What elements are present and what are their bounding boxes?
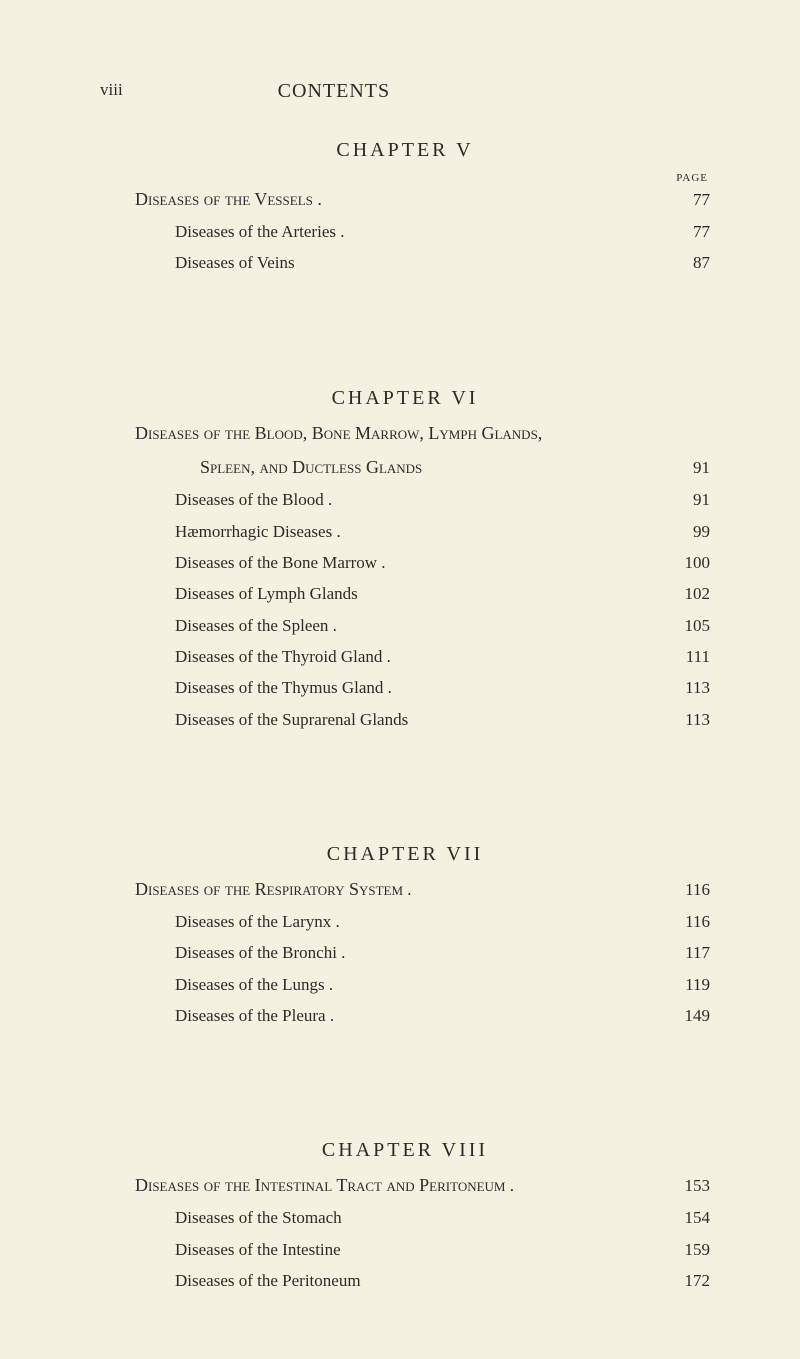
toc-entry: Diseases of the Vessels . 77	[100, 186, 710, 214]
toc-entry-text: Diseases of the Thymus Gland .	[100, 675, 392, 701]
page-label: PAGE	[100, 172, 710, 184]
toc-entry-text: Diseases of Lymph Glands	[100, 581, 358, 607]
toc-entry-text: Diseases of Veins	[100, 250, 295, 276]
toc-entry: Diseases of the Stomach 154	[100, 1205, 710, 1231]
toc-entry-page: 159	[675, 1237, 710, 1263]
toc-entry-page: 153	[675, 1173, 710, 1199]
toc-entry-page: 87	[675, 250, 710, 276]
chapter-title: CHAPTER VIII	[100, 1139, 710, 1162]
toc-entry-page: 113	[675, 707, 710, 733]
toc-entry-text: Hæmorrhagic Diseases .	[100, 519, 341, 545]
toc-entry: Diseases of the Suprarenal Glands 113	[100, 707, 710, 733]
toc-entry: Diseases of the Bronchi . 117	[100, 940, 710, 966]
chapter-title: CHAPTER VII	[100, 843, 710, 866]
toc-entry-page: 116	[675, 877, 710, 903]
toc-entry-page: 119	[675, 972, 710, 998]
toc-entry-page: 100	[675, 550, 710, 576]
toc-entry: Diseases of the Peritoneum 172	[100, 1268, 710, 1294]
toc-entry-page: 77	[675, 219, 710, 245]
page-container: viii CONTENTS CHAPTER V PAGE Diseases of t…	[0, 0, 800, 1359]
toc-entry-text: Diseases of the Larynx .	[100, 909, 340, 935]
toc-entry: Diseases of the Thyroid Gland . 111	[100, 644, 710, 670]
toc-entry-page: 105	[675, 613, 710, 639]
toc-entry: Diseases of Lymph Glands 102	[100, 581, 710, 607]
toc-entry-page: 116	[675, 909, 710, 935]
toc-entry: Diseases of the Arteries . 77	[100, 219, 710, 245]
page-header: viii CONTENTS	[100, 80, 710, 103]
toc-entry-page: 111	[675, 644, 710, 670]
toc-entry-text: Diseases of the Suprarenal Glands	[100, 707, 408, 733]
section-gap	[100, 282, 710, 337]
toc-entry-page: 102	[675, 581, 710, 607]
toc-entry-text: Diseases of the Intestinal Tract and Per…	[100, 1172, 514, 1200]
toc-entry: Diseases of the Thymus Gland . 113	[100, 675, 710, 701]
toc-entry-text: Diseases of the Blood .	[100, 487, 332, 513]
toc-entry-text: Diseases of the Vessels .	[100, 186, 322, 214]
toc-entry-text: Diseases of the Arteries .	[100, 219, 344, 245]
toc-entry: Diseases of the Lungs . 119	[100, 972, 710, 998]
toc-entry-text: Diseases of the Bone Marrow .	[100, 550, 386, 576]
toc-entry: Diseases of the Intestinal Tract and Per…	[100, 1172, 710, 1200]
toc-entry-page: 113	[675, 675, 710, 701]
toc-entry-text: Diseases of the Blood, Bone Marrow, Lymp…	[100, 420, 542, 448]
toc-entry-text: Diseases of the Stomach	[100, 1205, 342, 1231]
toc-entry: Diseases of the Larynx . 116	[100, 909, 710, 935]
toc-entry-page: 91	[675, 487, 710, 513]
toc-entry: Diseases of the Blood, Bone Marrow, Lymp…	[100, 420, 710, 448]
toc-entry-text: Diseases of the Respiratory System .	[100, 876, 412, 904]
toc-entry: Diseases of the Intestine 159	[100, 1237, 710, 1263]
toc-entry-text: Diseases of the Lungs .	[100, 972, 333, 998]
toc-entry: Diseases of Veins 87	[100, 250, 710, 276]
toc-entry-text: Diseases of the Intestine	[100, 1237, 341, 1263]
toc-entry: Diseases of the Bone Marrow . 100	[100, 550, 710, 576]
toc-entry: Diseases of the Blood . 91	[100, 487, 710, 513]
chapters-container: CHAPTER V PAGE Diseases of the Vessels . 77…	[100, 139, 710, 1294]
toc-entry-page: 117	[675, 940, 710, 966]
toc-entry-text: Diseases of the Spleen .	[100, 613, 337, 639]
chapter-title: CHAPTER VI	[100, 387, 710, 410]
toc-entry-page: 77	[675, 187, 710, 213]
toc-entry: Diseases of the Pleura . 149	[100, 1003, 710, 1029]
page-roman-numeral: viii	[100, 80, 123, 103]
contents-heading: CONTENTS	[278, 80, 390, 103]
toc-entry-page: 91	[675, 455, 710, 481]
toc-entry-page: 149	[675, 1003, 710, 1029]
toc-entry-text: Diseases of the Thyroid Gland .	[100, 644, 391, 670]
toc-entry-text: Diseases of the Pleura .	[100, 1003, 334, 1029]
toc-entry-text: Diseases of the Peritoneum	[100, 1268, 361, 1294]
toc-entry: Spleen, and Ductless Glands 91	[100, 452, 710, 482]
toc-entry-text: Diseases of the Bronchi .	[100, 940, 345, 966]
toc-entry-page: 172	[675, 1268, 710, 1294]
toc-entry-page: 99	[675, 519, 710, 545]
toc-entry: Hæmorrhagic Diseases . 99	[100, 519, 710, 545]
toc-entry-page: 154	[675, 1205, 710, 1231]
section-gap	[100, 1034, 710, 1089]
toc-entry: Diseases of the Respiratory System . 116	[100, 876, 710, 904]
toc-entry: Diseases of the Spleen . 105	[100, 613, 710, 639]
toc-entry-text: Spleen, and Ductless Glands	[100, 452, 422, 482]
chapter-title: CHAPTER V	[100, 139, 710, 162]
section-gap	[100, 738, 710, 793]
